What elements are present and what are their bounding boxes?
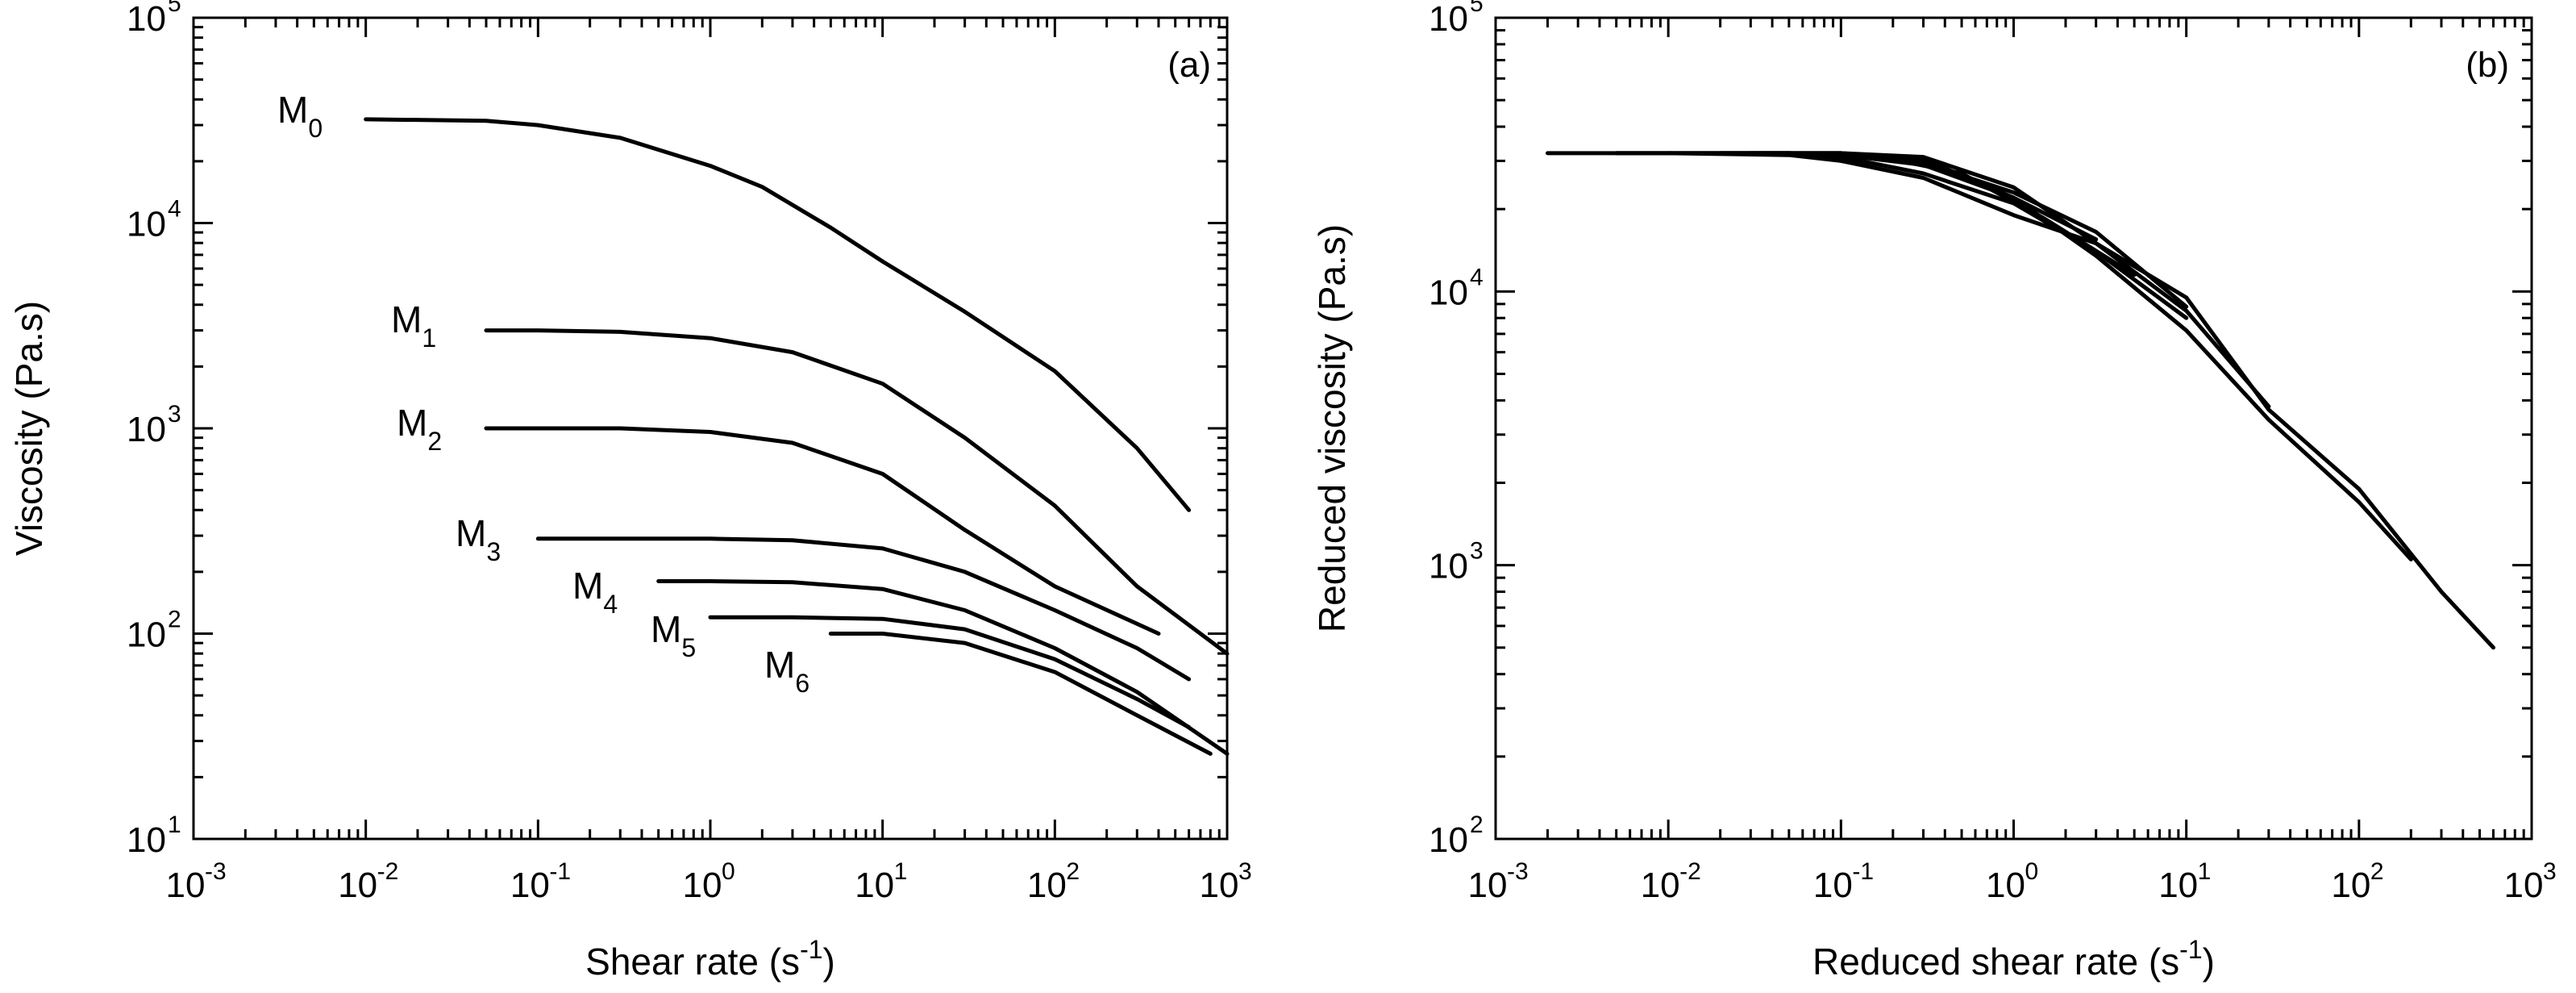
curve-m2 (484, 426, 1161, 636)
y-tick-label: 10 (1429, 273, 1468, 312)
curve-m2 (1614, 151, 2271, 409)
plot-frame (192, 16, 1229, 841)
y-tick-label: 10 (1429, 547, 1468, 586)
y-tick-label: 10 (127, 615, 166, 655)
series-label-m6: M6 (764, 644, 809, 698)
plot-frame (1494, 16, 2533, 841)
x-tick-label: 10 (1986, 866, 2025, 905)
x-tick-exponent: -1 (549, 858, 571, 885)
y-tick-exponent: 4 (1470, 264, 1484, 290)
x-tick-exponent: 0 (722, 858, 735, 885)
x-tick-exponent: 3 (1238, 858, 1252, 885)
y-tick-exponent: 5 (1470, 0, 1484, 17)
y-tick-exponent: 2 (1470, 812, 1484, 838)
x-tick-label: 10 (1200, 866, 1239, 905)
y-tick-label: 10 (127, 410, 166, 449)
x-tick-exponent: 3 (2543, 858, 2557, 885)
x-tick-exponent: 0 (2025, 858, 2039, 885)
x-tick-exponent: 2 (2370, 858, 2384, 885)
x-tick-exponent: 1 (894, 858, 908, 885)
panel-b: 10 -3 10 -2 10 -1 10 0 10 1 10 2 10 310 210 310 410 5Redu… (1311, 0, 2557, 983)
x-tick-label: 10 (338, 866, 377, 905)
curve-m4 (656, 579, 1230, 756)
x-tick-label: 10 (2331, 866, 2370, 905)
y-tick-exponent: 3 (1470, 538, 1484, 565)
x-tick-label: 10 (1468, 866, 1508, 905)
y-tick-label: 10 (127, 205, 166, 244)
y-tick-exponent: 2 (168, 607, 181, 633)
panel-letter: (b) (2466, 45, 2509, 85)
y-tick-exponent: 4 (168, 196, 181, 223)
series-label-m1: M1 (391, 298, 436, 353)
series-label-m4: M4 (572, 565, 618, 619)
curve-m5 (708, 615, 1192, 729)
x-tick-label: 10 (2158, 866, 2198, 905)
y-tick-exponent: 5 (168, 0, 181, 17)
series-label-m3: M3 (456, 512, 501, 566)
y-tick-label: 10 (1429, 0, 1468, 39)
x-tick-label: 10 (683, 866, 722, 905)
y-axis-title: Reduced viscosity (Pa.s) (1311, 224, 1353, 632)
x-tick-exponent: -1 (1852, 858, 1874, 885)
x-tick-exponent: -2 (1679, 858, 1701, 885)
y-tick-label: 10 (127, 820, 166, 860)
curve-m6 (828, 632, 1213, 756)
x-tick-exponent: 1 (2198, 858, 2212, 885)
x-tick-exponent: -3 (1507, 858, 1529, 885)
panel-a: 10 -3 10 -2 10 -1 10 0 10 1 10 2 10 310 110 210 310 410 5S… (8, 0, 1252, 983)
y-tick-exponent: 3 (168, 401, 181, 428)
x-tick-label: 10 (2504, 866, 2544, 905)
curve-m1 (484, 328, 1230, 656)
curve-m0 (1546, 151, 2495, 650)
x-tick-exponent: -3 (205, 858, 227, 885)
curve-m0 (364, 117, 1192, 512)
x-tick-exponent: -2 (377, 858, 399, 885)
y-tick-label: 10 (127, 0, 166, 39)
x-axis-title: Shear rate (s-1) (585, 935, 835, 983)
curve-m6 (1787, 151, 2137, 277)
y-axis-title: Viscosity (Pa.s) (8, 301, 50, 556)
x-tick-label: 10 (166, 866, 206, 905)
series-label-m0: M0 (277, 89, 323, 143)
x-tick-label: 10 (855, 866, 894, 905)
x-tick-label: 10 (1641, 866, 1680, 905)
series-label-m5: M5 (651, 608, 696, 662)
x-tick-exponent: 2 (1066, 858, 1080, 885)
series-label-m2: M2 (397, 402, 442, 456)
panel-letter: (a) (1167, 45, 1211, 85)
x-axis-title: Reduced shear rate (s-1) (1812, 935, 2215, 983)
curve-m3 (535, 536, 1192, 682)
x-tick-label: 10 (1027, 866, 1067, 905)
x-tick-label: 10 (510, 866, 550, 905)
y-tick-label: 10 (1429, 820, 1468, 860)
y-tick-exponent: 1 (168, 812, 181, 838)
x-tick-label: 10 (1813, 866, 1853, 905)
